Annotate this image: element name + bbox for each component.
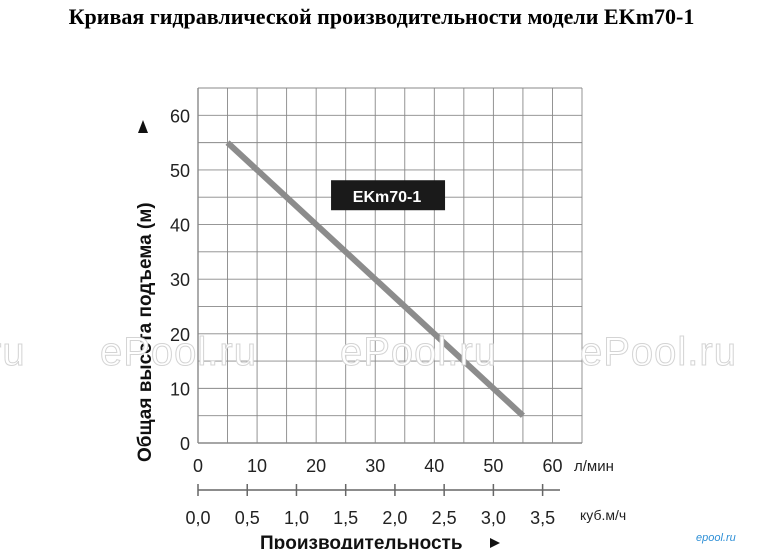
series-label-box (331, 180, 446, 211)
y-tick-label: 20 (170, 325, 190, 345)
x-tick-label: 30 (365, 456, 385, 476)
x-tick-label: 0 (193, 456, 203, 476)
x2-tick-label: 3,5 (530, 508, 555, 528)
y-tick-label: 30 (170, 270, 190, 290)
series-line (225, 140, 525, 418)
y-tick-label: 0 (180, 434, 190, 454)
x-tick-label: 40 (424, 456, 444, 476)
x2-tick-label: 1,0 (284, 508, 309, 528)
x-unit-label: л/мин (574, 458, 614, 475)
series-label: EKm70-1 (353, 189, 422, 206)
y-tick-label: 60 (170, 106, 190, 126)
y-tick-label: 50 (170, 161, 190, 181)
x2-tick-label: 0,0 (185, 508, 210, 528)
chart-title: Кривая гидравлической производительности… (68, 4, 695, 29)
x2-unit-label: куб.м/ч (580, 507, 626, 523)
x-tick-label: 20 (306, 456, 326, 476)
corner-logo: epool.ru (696, 532, 736, 544)
x2-tick-label: 2,5 (432, 508, 457, 528)
y-axis-arrow-icon (138, 120, 148, 133)
x-tick-label: 50 (483, 456, 503, 476)
x2-tick-label: 0,5 (235, 508, 260, 528)
x2-tick-label: 2,0 (382, 508, 407, 528)
x-tick-label: 10 (247, 456, 267, 476)
y-axis-title: Общая высота подъема (м) (135, 202, 156, 462)
x-tick-label: 60 (542, 456, 562, 476)
x2-tick-label: 1,5 (333, 508, 358, 528)
x-axis-arrow-icon (490, 538, 500, 548)
y-tick-label: 10 (170, 379, 190, 399)
y-tick-label: 40 (170, 216, 190, 236)
x2-tick-label: 3,0 (481, 508, 506, 528)
x-axis-title: Производительность (260, 533, 463, 549)
